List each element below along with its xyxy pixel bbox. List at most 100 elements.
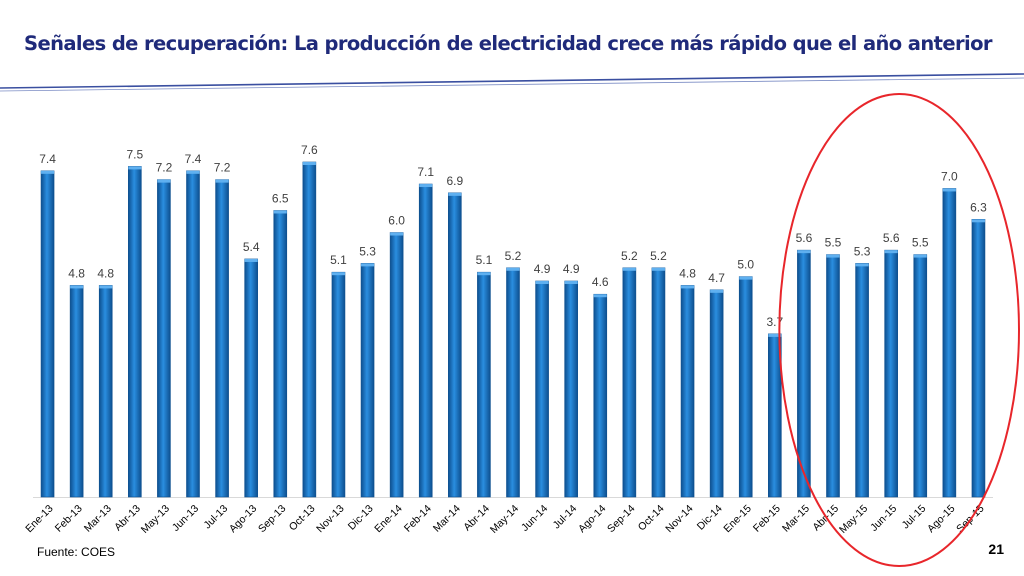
bar-cap xyxy=(739,276,753,280)
bar-cap xyxy=(215,179,229,183)
bar-cap xyxy=(390,232,404,236)
data-label: 3.7 xyxy=(766,315,783,329)
x-tick-label: Mar-13 xyxy=(82,503,114,535)
data-label: 5.1 xyxy=(330,253,347,267)
x-tick-label: Abr-14 xyxy=(461,503,492,534)
bar-cap xyxy=(506,267,520,271)
bar xyxy=(564,280,578,498)
x-tick-label: Jun-14 xyxy=(519,503,550,534)
bar xyxy=(622,267,637,498)
data-label: 6.3 xyxy=(970,200,987,214)
bar-cap xyxy=(157,179,171,183)
bar xyxy=(273,210,288,498)
data-label: 5.4 xyxy=(243,240,260,254)
bar xyxy=(593,293,608,498)
bar-cap xyxy=(651,267,665,271)
bar-cap xyxy=(128,166,142,170)
data-label: 6.0 xyxy=(388,214,405,228)
bar xyxy=(418,183,433,498)
data-label: 5.3 xyxy=(854,244,871,258)
highlight-ellipse xyxy=(778,93,1021,567)
bar-cap xyxy=(244,258,258,262)
x-tick-label: Abr-13 xyxy=(112,503,143,534)
highlight-annotation xyxy=(778,93,1021,567)
x-tick-label: Ago-14 xyxy=(576,503,609,536)
x-tick-label: Nov-14 xyxy=(663,503,696,536)
bar-cap xyxy=(797,250,811,254)
page-number: 21 xyxy=(988,541,1004,557)
bar-cap xyxy=(186,170,200,174)
bar-cap xyxy=(622,267,636,271)
data-label: 5.2 xyxy=(505,249,522,263)
bar-cap xyxy=(884,250,898,254)
data-label: 4.8 xyxy=(68,266,85,280)
x-tick-label: Oct-14 xyxy=(636,503,667,534)
x-tick-label: Feb-14 xyxy=(402,503,434,535)
data-label: 7.1 xyxy=(417,165,434,179)
bar-cap xyxy=(448,192,462,196)
x-tick-label: Sep-13 xyxy=(256,503,289,536)
bar xyxy=(360,263,375,498)
data-label: 5.6 xyxy=(796,231,813,245)
bar xyxy=(971,219,986,498)
bar-cap xyxy=(564,281,578,285)
bar-cap xyxy=(99,285,113,289)
bar xyxy=(331,271,346,498)
x-tick-label: May-13 xyxy=(139,503,172,536)
bar-cap xyxy=(913,254,927,258)
x-tick-label: Ago-13 xyxy=(227,503,260,536)
x-tick-label: Jun-13 xyxy=(170,503,201,534)
data-label: 4.8 xyxy=(97,266,114,280)
bar xyxy=(215,179,229,498)
bar xyxy=(477,271,491,498)
bar xyxy=(98,285,113,498)
x-tick-label: Mar-14 xyxy=(431,503,463,535)
x-tick-label: Ene-14 xyxy=(372,503,405,536)
bar-cap xyxy=(302,162,316,165)
bar xyxy=(186,170,200,498)
bar xyxy=(913,254,928,498)
bar xyxy=(389,232,404,498)
data-labels: 7.4 4.8 4.8 7.5 7.2 7.4 7.2 5.4 6.5 7.6 5.1 5.3 6.0 7… xyxy=(39,143,987,329)
bar-cap xyxy=(855,263,869,267)
data-label: 4.6 xyxy=(592,275,609,289)
data-label: 5.6 xyxy=(883,231,900,245)
data-label: 5.0 xyxy=(737,258,754,272)
x-tick-label: Feb-13 xyxy=(53,503,85,535)
bars xyxy=(40,161,986,498)
bar xyxy=(738,276,753,498)
slide-title: Señales de recuperación: La producción d… xyxy=(24,32,992,55)
bar-cap xyxy=(768,333,782,337)
bar-cap xyxy=(826,254,840,258)
bar-cap xyxy=(535,281,549,285)
x-tick-label: Dic-14 xyxy=(695,503,725,533)
data-label: 7.4 xyxy=(39,152,56,166)
bar xyxy=(128,166,142,498)
x-tick-label: Dic-13 xyxy=(346,503,376,533)
bar xyxy=(709,289,724,498)
bar xyxy=(448,192,462,498)
x-tick-label: Sep-14 xyxy=(605,503,638,536)
data-label: 7.4 xyxy=(185,152,202,166)
title-underline xyxy=(0,73,1024,92)
bar xyxy=(506,267,520,498)
bar-cap xyxy=(593,294,607,298)
x-tick-label: Jun-15 xyxy=(868,503,899,534)
data-label: 6.5 xyxy=(272,191,289,205)
bar-cap xyxy=(477,272,491,276)
data-label: 6.9 xyxy=(446,174,463,188)
bar-cap xyxy=(70,285,84,289)
x-tick-label: Ene-15 xyxy=(721,503,754,536)
bar xyxy=(244,258,258,498)
bar xyxy=(40,170,55,498)
bar xyxy=(942,188,957,498)
bar-cap xyxy=(681,285,695,289)
data-label: 4.8 xyxy=(679,266,696,280)
x-tick-label: Feb-15 xyxy=(751,503,783,535)
data-label: 7.2 xyxy=(214,161,231,175)
data-label: 5.2 xyxy=(650,249,667,263)
bar-cap xyxy=(710,289,724,293)
bar xyxy=(855,263,869,498)
bar-cap xyxy=(942,188,956,192)
